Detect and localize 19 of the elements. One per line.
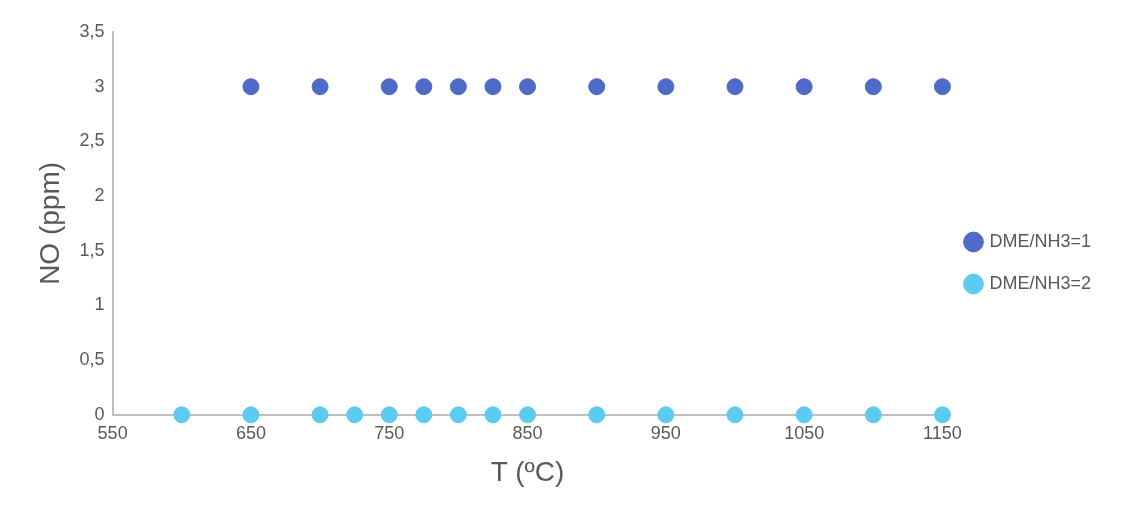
y-axis-title: NO (ppm) (33, 161, 65, 285)
legend-label: DME/NH3=1 (989, 230, 1091, 251)
x-tick-label: 850 (512, 422, 543, 443)
x-tick-label: 1050 (784, 422, 825, 443)
x-axis-title: T (ºC) (490, 455, 565, 487)
x-tick-label: 1150 (923, 422, 962, 443)
x-tick-label: 550 (97, 422, 128, 443)
x-tick-label: 750 (374, 422, 405, 443)
y-tick-label: 2 (94, 185, 105, 206)
legend-label: DME/NH3=2 (989, 272, 1091, 293)
x-tick-label: 950 (650, 422, 681, 443)
y-tick-label: 3 (94, 75, 105, 96)
y-tick-label: 1,5 (79, 239, 105, 260)
y-tick-label: 1 (94, 294, 105, 315)
y-tick-label: 0,5 (79, 349, 105, 370)
y-tick-label: 2,5 (79, 130, 105, 151)
y-tick-label: 3,5 (79, 20, 105, 41)
y-tick-label: 0 (94, 403, 105, 424)
x-tick-label: 650 (235, 422, 266, 443)
